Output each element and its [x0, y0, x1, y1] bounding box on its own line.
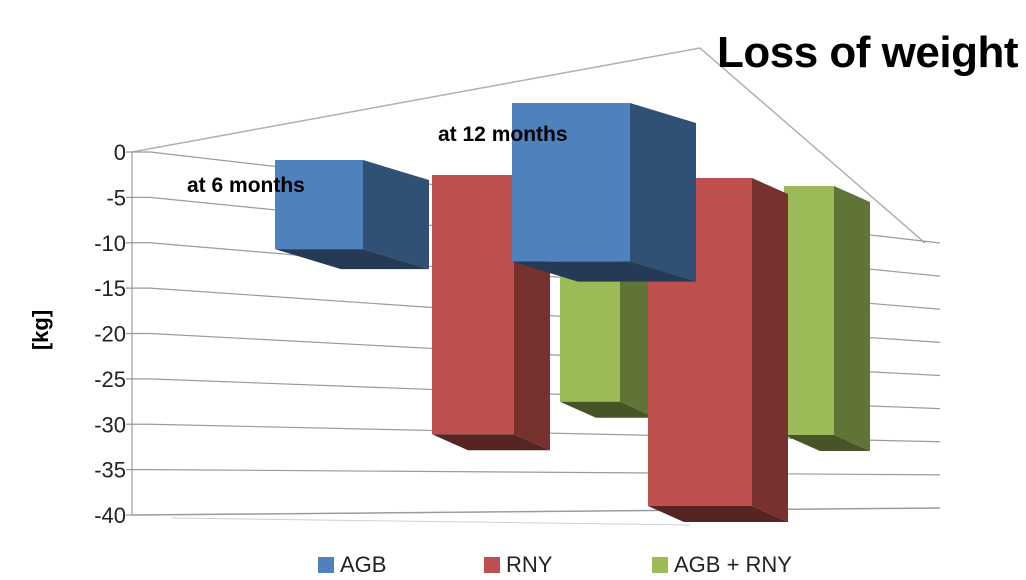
y-tick-label: 0 — [114, 140, 126, 165]
back-wall-outline — [131, 47, 926, 244]
y-tick-label: -20 — [94, 322, 126, 347]
legend-item-agb-rny: AGB + RNY — [652, 552, 792, 578]
category-label: at 6 months — [187, 174, 305, 197]
bar-side-face — [834, 186, 870, 451]
bar-front-face — [784, 186, 834, 435]
floor-edge — [171, 517, 691, 526]
y-tick-label: -40 — [94, 503, 126, 528]
bar-bottom-face — [648, 506, 788, 522]
legend-label-agb: AGB — [340, 552, 387, 577]
bar-front-face — [275, 160, 363, 250]
legend-swatch-agb — [318, 557, 334, 573]
legend-label-rny: RNY — [506, 552, 553, 577]
bar-front-face — [432, 175, 514, 435]
gridline — [149, 469, 941, 476]
bar-bottom-face — [560, 401, 656, 418]
category-label: at 12 months — [438, 123, 568, 146]
bar-side-face — [752, 178, 788, 522]
bar-bottom-face — [784, 435, 870, 451]
bar-side-face — [363, 160, 429, 270]
y-axis-label: [kg] — [28, 310, 53, 350]
legend-item-agb: AGB — [318, 552, 386, 578]
y-tick-label: -35 — [94, 458, 126, 483]
y-tick-label: -25 — [94, 367, 126, 392]
legend: AGB RNY AGB + RNY — [0, 548, 1026, 578]
y-tick-label: -15 — [94, 276, 126, 301]
bar-agb-rny-12-months — [784, 186, 870, 451]
bar-agb-12-months — [512, 103, 696, 282]
gridline — [149, 507, 941, 516]
legend-item-rny: RNY — [484, 552, 552, 578]
chart-title: Loss of weight — [717, 28, 1019, 77]
bar-side-face — [630, 103, 696, 282]
bar-agb-6-months — [275, 160, 429, 270]
y-tick-label: -5 — [106, 185, 126, 210]
y-tick-label: -10 — [94, 231, 126, 256]
legend-swatch-rny — [484, 557, 500, 573]
y-tick-label: -30 — [94, 412, 126, 437]
bar-front-face — [512, 103, 630, 262]
bar-bottom-face — [512, 261, 696, 282]
legend-swatch-agb-rny — [652, 557, 668, 573]
bar-bottom-face — [432, 434, 550, 451]
bar-bottom-face — [275, 249, 429, 270]
legend-label-agb-rny: AGB + RNY — [674, 552, 792, 577]
